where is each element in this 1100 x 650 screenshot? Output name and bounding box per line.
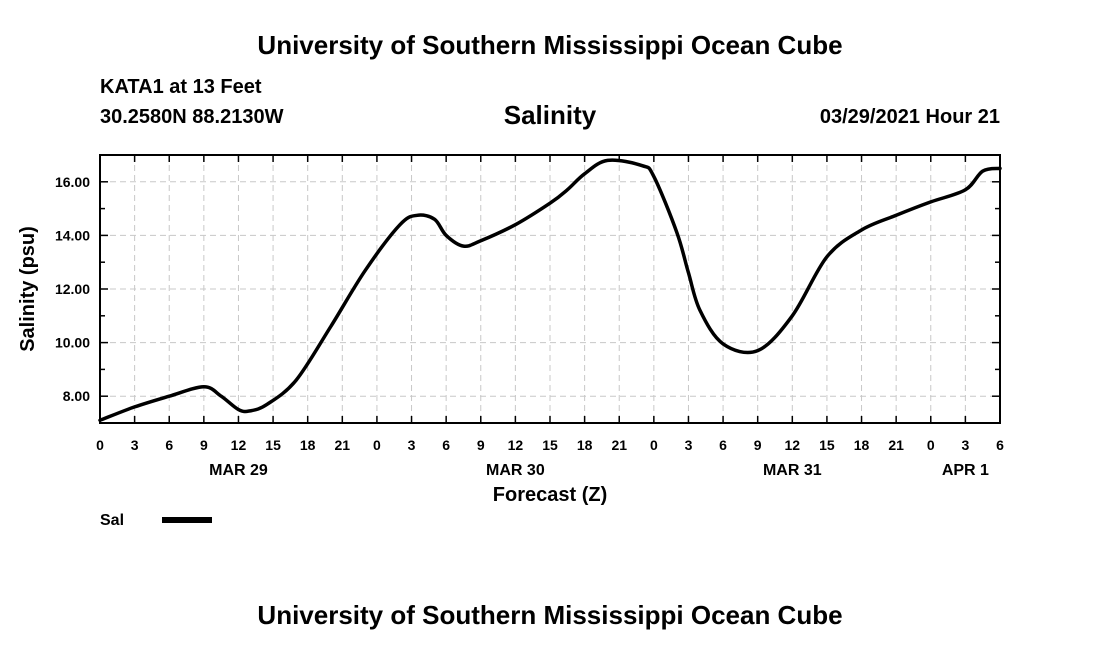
y-tick-label: 16.00 — [55, 174, 90, 190]
legend-label: Sal — [100, 512, 124, 529]
station-coordinates: 30.2580N 88.2130W — [100, 106, 284, 128]
series-layer — [98, 158, 1002, 423]
x-tick-label: 15 — [265, 437, 281, 453]
tick-labels: 0 3 6 9 12 15 18 21 0 3 6 9 12 15 18 21 0 3 6 9 12 15 18 21 0 3 6 8… — [55, 174, 1004, 479]
x-tick-label: 15 — [819, 437, 835, 453]
chart-main-title: University of Southern Mississippi Ocean… — [257, 30, 843, 60]
x-tick-label: 15 — [542, 437, 558, 453]
x-tick-label: 21 — [611, 437, 627, 453]
x-tick-label: 6 — [442, 437, 450, 453]
date-label: APR 1 — [942, 462, 989, 479]
x-tick-label: 12 — [231, 437, 247, 453]
y-tick-label: 10.00 — [55, 335, 90, 351]
x-tick-label: 21 — [335, 437, 351, 453]
x-axis-title: Forecast (Z) — [493, 484, 607, 506]
x-tick-label: 6 — [996, 437, 1004, 453]
x-tick-label: 3 — [131, 437, 139, 453]
chart-footer-title: University of Southern Mississippi Ocean… — [257, 600, 843, 630]
x-tick-label: 9 — [200, 437, 208, 453]
x-tick-label: 18 — [577, 437, 593, 453]
x-tick-label: 6 — [165, 437, 173, 453]
x-tick-label: 6 — [719, 437, 727, 453]
x-tick-label: 12 — [508, 437, 524, 453]
series-line-sal — [98, 158, 1002, 423]
x-tick-label: 0 — [373, 437, 381, 453]
x-tick-label: 3 — [961, 437, 969, 453]
x-tick-label: 9 — [754, 437, 762, 453]
x-tick-label: 0 — [650, 437, 658, 453]
forecast-timestamp: 03/29/2021 Hour 21 — [819, 106, 1000, 128]
x-tick-label: 3 — [685, 437, 693, 453]
x-tick-label: 21 — [888, 437, 904, 453]
tick-marks — [99, 154, 1001, 424]
x-tick-label: 0 — [927, 437, 935, 453]
x-tick-label: 3 — [408, 437, 416, 453]
date-label: MAR 31 — [763, 462, 822, 479]
x-tick-label: 18 — [854, 437, 870, 453]
grid-lines — [100, 155, 1000, 423]
y-tick-label: 12.00 — [55, 281, 90, 297]
x-tick-label: 18 — [300, 437, 316, 453]
date-label: MAR 30 — [486, 462, 545, 479]
x-tick-label: 9 — [477, 437, 485, 453]
chart-subtitle: Salinity — [503, 100, 597, 130]
x-tick-label: 0 — [96, 437, 104, 453]
y-tick-label: 14.00 — [55, 227, 90, 243]
x-tick-label: 12 — [785, 437, 801, 453]
station-label: KATA1 at 13 Feet — [100, 76, 262, 98]
y-tick-label: 8.00 — [63, 388, 90, 404]
y-axis-title: Salinity (psu) — [17, 226, 39, 352]
date-label: MAR 29 — [209, 462, 268, 479]
